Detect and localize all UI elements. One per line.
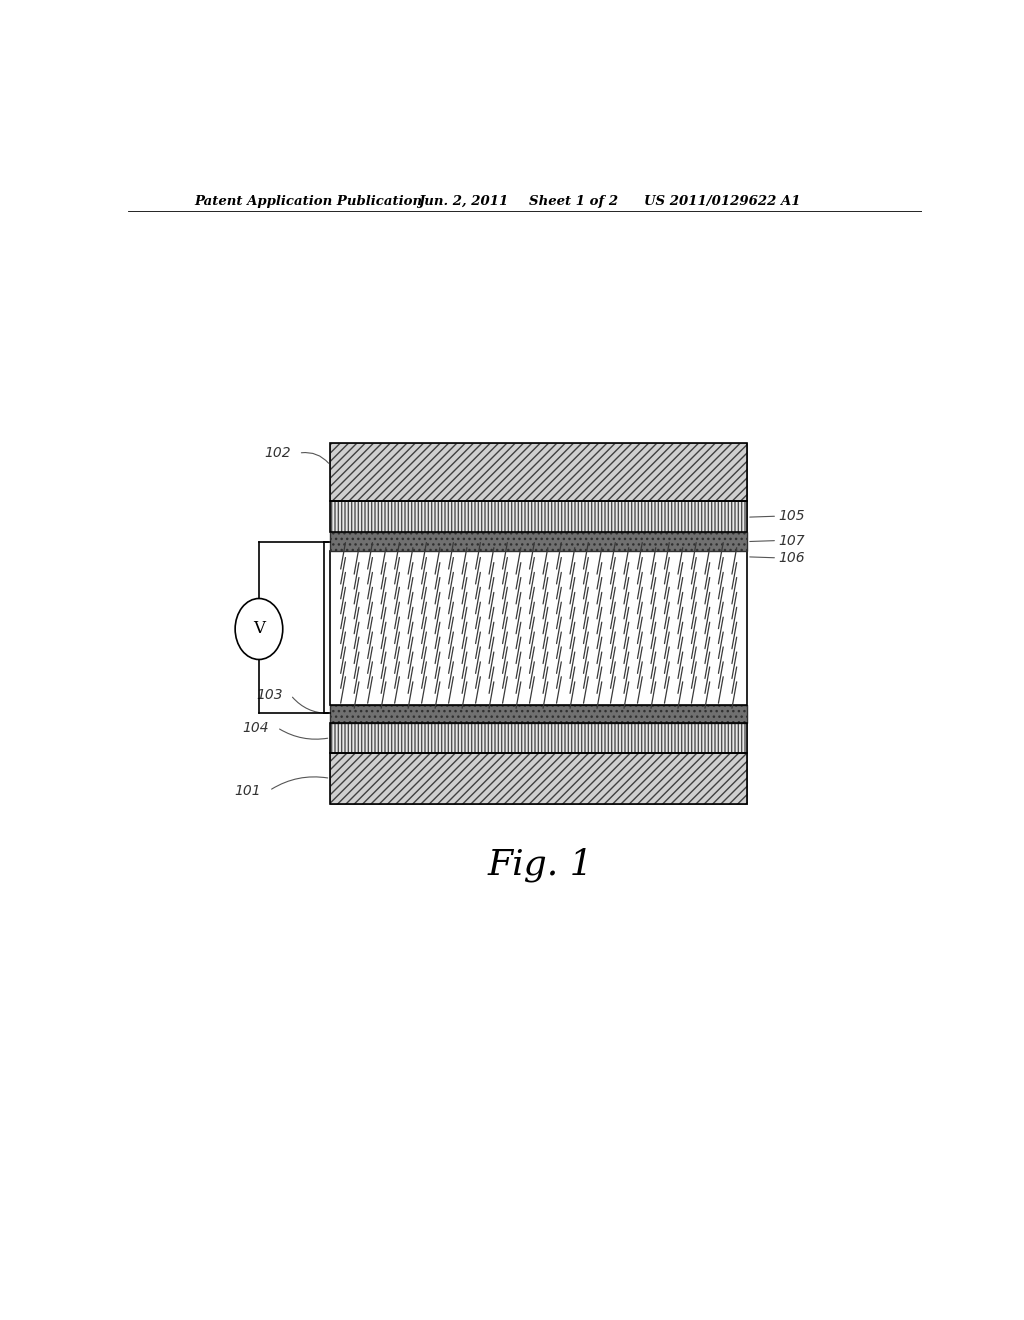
Text: 107: 107 [778,533,806,548]
Bar [331,500,748,532]
Bar [331,752,748,804]
Text: Jun. 2, 2011: Jun. 2, 2011 [418,194,508,207]
Text: US 2011/0129622 A1: US 2011/0129622 A1 [644,194,801,207]
Text: 103: 103 [256,688,283,702]
Text: Sheet 1 of 2: Sheet 1 of 2 [528,194,617,207]
Text: 102: 102 [264,446,291,461]
Bar [331,444,748,500]
Bar [331,722,748,752]
Bar [331,532,748,550]
Text: V: V [253,620,265,638]
Bar [331,500,748,532]
Bar [331,550,748,705]
Bar [331,444,748,500]
Text: 105: 105 [778,510,806,523]
Bar [331,705,748,722]
Bar [331,722,748,752]
Text: 106: 106 [778,550,806,565]
Text: 104: 104 [243,721,269,735]
Bar [331,752,748,804]
Circle shape [236,598,283,660]
Text: Fig. 1: Fig. 1 [487,847,594,882]
Text: 101: 101 [234,784,261,797]
Text: Patent Application Publication: Patent Application Publication [194,194,422,207]
